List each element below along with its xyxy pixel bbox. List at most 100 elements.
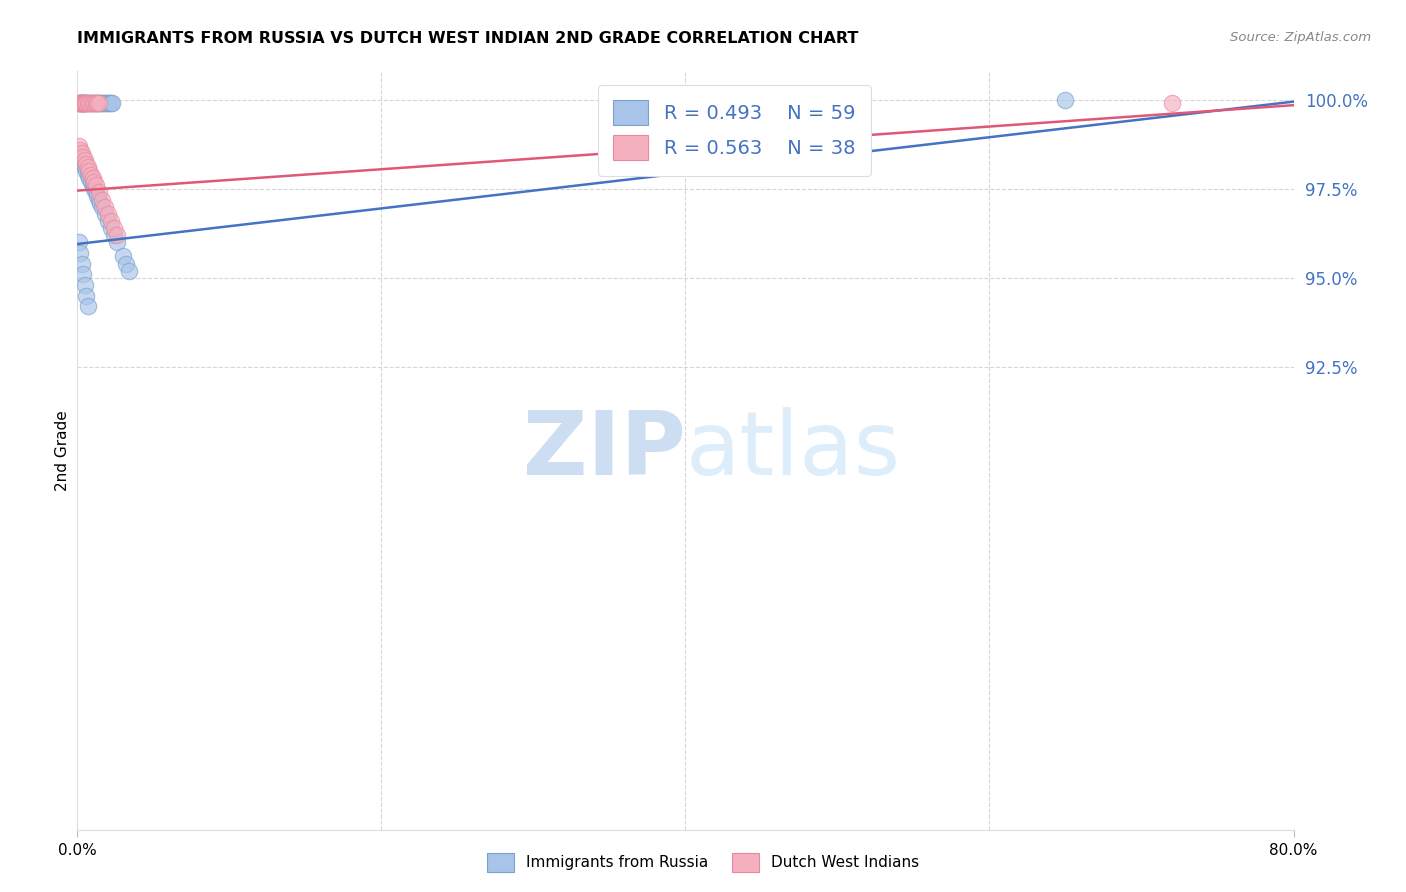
Point [115,256,138,270]
Point [70,96,93,111]
Point [96,96,118,111]
Point [82,171,104,186]
Text: IMMIGRANTS FROM RUSSIA VS DUTCH WEST INDIAN 2ND GRADE CORRELATION CHART: IMMIGRANTS FROM RUSSIA VS DUTCH WEST IND… [77,31,859,46]
Point [103,228,125,243]
Point [87,186,110,200]
Point [73,96,96,111]
Legend: Immigrants from Russia, Dutch West Indians: Immigrants from Russia, Dutch West India… [479,845,927,880]
Point [72,96,94,111]
Point [72,150,94,164]
Point [67,96,90,111]
Point [75,96,97,111]
Point [70,96,93,111]
Point [101,96,124,111]
Text: ZIP: ZIP [523,407,686,494]
Y-axis label: 2nd Grade: 2nd Grade [55,410,70,491]
Point [79,171,101,186]
Point [69,150,91,164]
Point [87,193,110,207]
Point [87,96,110,111]
Point [93,207,115,221]
Point [67,146,90,161]
Point [90,96,112,111]
Point [89,196,111,211]
Point [100,96,122,111]
Point [77,96,100,111]
Point [69,246,91,260]
Point [100,214,122,228]
Point [83,175,105,189]
Point [73,96,96,111]
Point [75,288,97,302]
Point [91,96,114,111]
Point [1161,96,1184,111]
Point [97,207,120,221]
Point [75,96,97,111]
Point [69,96,91,111]
Point [83,96,105,111]
Point [87,96,110,111]
Point [84,186,107,200]
Point [69,96,91,111]
Point [73,96,96,111]
Point [77,96,100,111]
Point [89,96,111,111]
Point [79,164,101,178]
Point [80,175,103,189]
Point [111,250,134,264]
Point [118,263,141,277]
Point [69,143,91,157]
Point [73,277,96,292]
Point [80,96,103,111]
Point [70,256,93,270]
Point [84,178,107,193]
Point [100,221,122,235]
Point [90,193,112,207]
Point [70,96,93,111]
Point [97,96,120,111]
Point [84,96,107,111]
Point [82,178,104,193]
Point [82,96,104,111]
Point [84,96,107,111]
Point [86,189,108,203]
Point [105,235,128,250]
Point [86,96,108,111]
Point [70,146,93,161]
Point [98,96,121,111]
Point [80,168,103,182]
Point [75,157,97,171]
Point [77,168,100,182]
Legend: R = 0.493    N = 59, R = 0.563    N = 38: R = 0.493 N = 59, R = 0.563 N = 38 [598,85,872,176]
Point [73,96,96,111]
Point [1054,93,1077,107]
Point [69,96,91,111]
Point [82,96,104,111]
Point [72,157,94,171]
Point [79,96,101,111]
Point [93,200,115,214]
Point [67,235,90,250]
Point [75,164,97,178]
Point [72,96,94,111]
Point [97,214,120,228]
Point [67,139,90,153]
Point [90,200,112,214]
Point [86,96,108,111]
Point [83,182,105,196]
Point [72,96,94,111]
Point [73,161,96,175]
Point [72,267,94,281]
Point [67,96,90,111]
Point [77,299,100,313]
Point [70,153,93,168]
Point [70,96,93,111]
Point [105,228,128,243]
Text: atlas: atlas [686,407,901,494]
Point [93,96,115,111]
Point [73,153,96,168]
Point [103,221,125,235]
Point [69,96,91,111]
Point [72,96,94,111]
Point [77,161,100,175]
